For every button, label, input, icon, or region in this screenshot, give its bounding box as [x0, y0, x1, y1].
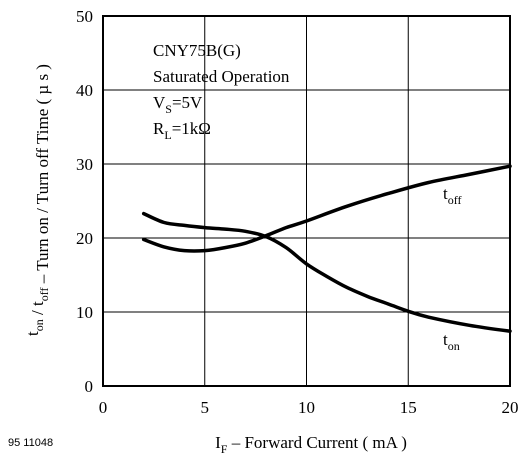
y-tick-label: 10 — [76, 303, 93, 322]
figure-code: 95 11048 — [8, 437, 53, 449]
series-line-toff — [141, 164, 512, 253]
x-tick-label: 15 — [400, 398, 417, 417]
curves — [141, 164, 512, 333]
annotation-rl: RL=1kΩ — [153, 119, 211, 142]
annotation-mode: Saturated Operation — [153, 67, 290, 86]
annotation-device: CNY75B(G) — [153, 41, 241, 60]
y-tick-label: 50 — [76, 7, 93, 26]
x-tick-label: 0 — [99, 398, 108, 417]
tick-labels: 0 5 10 15 20 0 10 20 30 40 50 — [76, 7, 519, 417]
series-line-ton — [141, 211, 512, 333]
y-tick-label: 0 — [85, 377, 94, 396]
y-tick-label: 40 — [76, 81, 93, 100]
y-tick-label: 30 — [76, 155, 93, 174]
y-tick-label: 20 — [76, 229, 93, 248]
x-tick-label: 10 — [298, 398, 315, 417]
series-label-toff: toff — [443, 184, 462, 207]
x-tick-label: 20 — [502, 398, 519, 417]
annotation-box: CNY75B(G) Saturated Operation VS=5V RL=1… — [153, 41, 290, 142]
y-axis-title: ton / toff – Turn on / Turn off Time ( µ… — [23, 64, 52, 336]
plot-frame — [102, 15, 511, 387]
grid-lines — [103, 16, 510, 386]
series-label-ton: ton — [443, 330, 460, 353]
annotation-vs: VS=5V — [153, 93, 203, 116]
x-tick-label: 5 — [201, 398, 210, 417]
x-axis-title: IF – Forward Current ( mA ) — [215, 433, 407, 456]
